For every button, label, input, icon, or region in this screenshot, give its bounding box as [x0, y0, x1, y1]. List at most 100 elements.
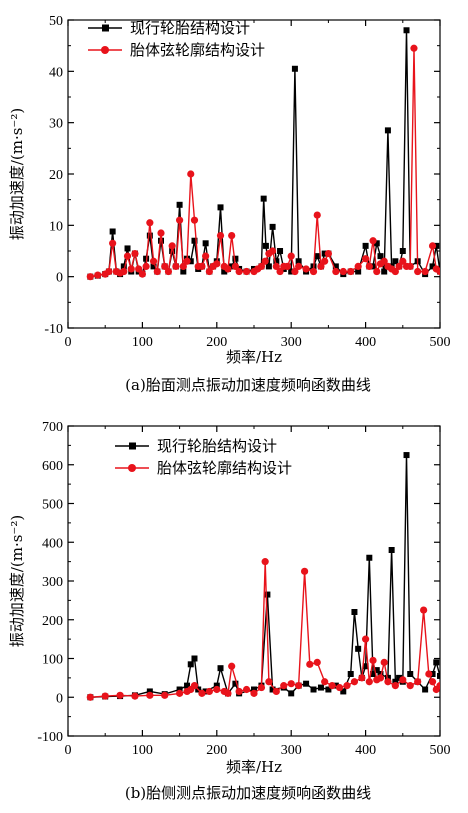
data-point: [242, 685, 251, 694]
data-point: [317, 684, 324, 691]
data-point: [168, 242, 176, 250]
data-point: [190, 682, 199, 690]
data-point: [392, 678, 399, 685]
data-point: [406, 682, 414, 690]
data-point: [347, 671, 354, 677]
data-point: [399, 676, 407, 684]
data-point: [328, 682, 336, 690]
data-point: [221, 268, 228, 275]
data-point: [324, 249, 332, 258]
data-point: [335, 683, 344, 692]
data-point: [124, 245, 131, 252]
data-point: [313, 658, 321, 666]
data-point: [321, 257, 329, 265]
data-point: [355, 268, 362, 275]
data-point: [105, 267, 113, 276]
data-point: [429, 263, 436, 270]
data-point: [283, 262, 292, 270]
data-point: [295, 682, 303, 690]
data-point: [101, 692, 109, 700]
figure-caption: (a)胎面测点振动加速度频响函数曲线: [125, 376, 371, 394]
legend-label: 胎体弦轮廓结构设计: [157, 459, 292, 477]
data-point: [362, 255, 370, 263]
data-point: [362, 663, 369, 670]
x-tick-label: 200: [206, 743, 227, 758]
data-point: [421, 267, 429, 276]
data-point: [380, 658, 388, 666]
data-point: [169, 248, 176, 254]
legend-marker: [128, 464, 136, 472]
series-2: [86, 558, 440, 701]
data-point: [395, 262, 403, 270]
data-point: [403, 27, 410, 34]
data-point: [109, 239, 117, 247]
data-point: [187, 661, 194, 668]
data-point: [269, 223, 276, 230]
y-tick-label: 400: [42, 536, 63, 551]
data-point: [265, 678, 273, 686]
data-point: [138, 270, 146, 278]
data-point: [380, 257, 388, 265]
data-point: [306, 660, 314, 668]
data-point: [369, 656, 377, 665]
data-point: [146, 232, 153, 239]
data-point: [396, 674, 403, 681]
data-point: [321, 250, 328, 257]
data-point: [272, 262, 280, 270]
data-point: [391, 682, 399, 690]
data-point: [191, 237, 198, 244]
data-point: [94, 271, 102, 279]
data-point: [384, 127, 391, 134]
data-point: [369, 237, 377, 245]
data-point: [354, 262, 362, 270]
y-tick-label: 100: [42, 653, 63, 668]
data-point: [190, 216, 199, 224]
y-tick-label: 0: [56, 691, 63, 706]
series-line: [90, 29, 440, 278]
y-tick-label: 600: [42, 459, 63, 474]
data-point: [433, 242, 440, 249]
data-point: [370, 263, 377, 270]
y-tick-label: 50: [49, 14, 63, 29]
data-point: [406, 262, 414, 270]
data-point: [179, 262, 187, 270]
data-point: [251, 686, 257, 693]
data-point: [131, 249, 139, 258]
data-point: [287, 252, 295, 260]
data-point: [291, 267, 299, 276]
data-point: [362, 242, 369, 249]
data-point: [381, 268, 388, 275]
data-point: [314, 253, 321, 260]
data-point: [350, 678, 359, 686]
data-point: [250, 689, 258, 697]
data-point: [232, 255, 239, 262]
data-point: [231, 262, 239, 270]
legend-marker: [102, 24, 109, 32]
series-2: [86, 44, 440, 281]
y-tick-label: -10: [44, 322, 63, 337]
x-axis-label: 频率/Hz: [226, 758, 282, 776]
data-point: [109, 228, 116, 235]
data-point: [373, 267, 381, 276]
data-point: [265, 263, 272, 270]
data-point: [257, 262, 266, 270]
data-point: [123, 252, 132, 260]
data-point: [161, 691, 169, 699]
data-point: [358, 674, 366, 682]
data-point: [217, 665, 224, 672]
data-point: [391, 267, 399, 276]
data-point: [202, 252, 210, 260]
data-point: [377, 253, 384, 260]
data-point: [425, 670, 433, 678]
data-point: [437, 672, 440, 679]
data-point: [205, 267, 213, 276]
x-tick-label: 100: [132, 335, 153, 350]
data-point: [120, 267, 128, 276]
data-point: [213, 260, 221, 268]
data-point: [150, 263, 157, 270]
data-point: [142, 262, 150, 270]
data-point: [347, 267, 355, 276]
data-point: [332, 263, 339, 270]
data-point: [277, 248, 284, 254]
data-point: [232, 680, 239, 687]
